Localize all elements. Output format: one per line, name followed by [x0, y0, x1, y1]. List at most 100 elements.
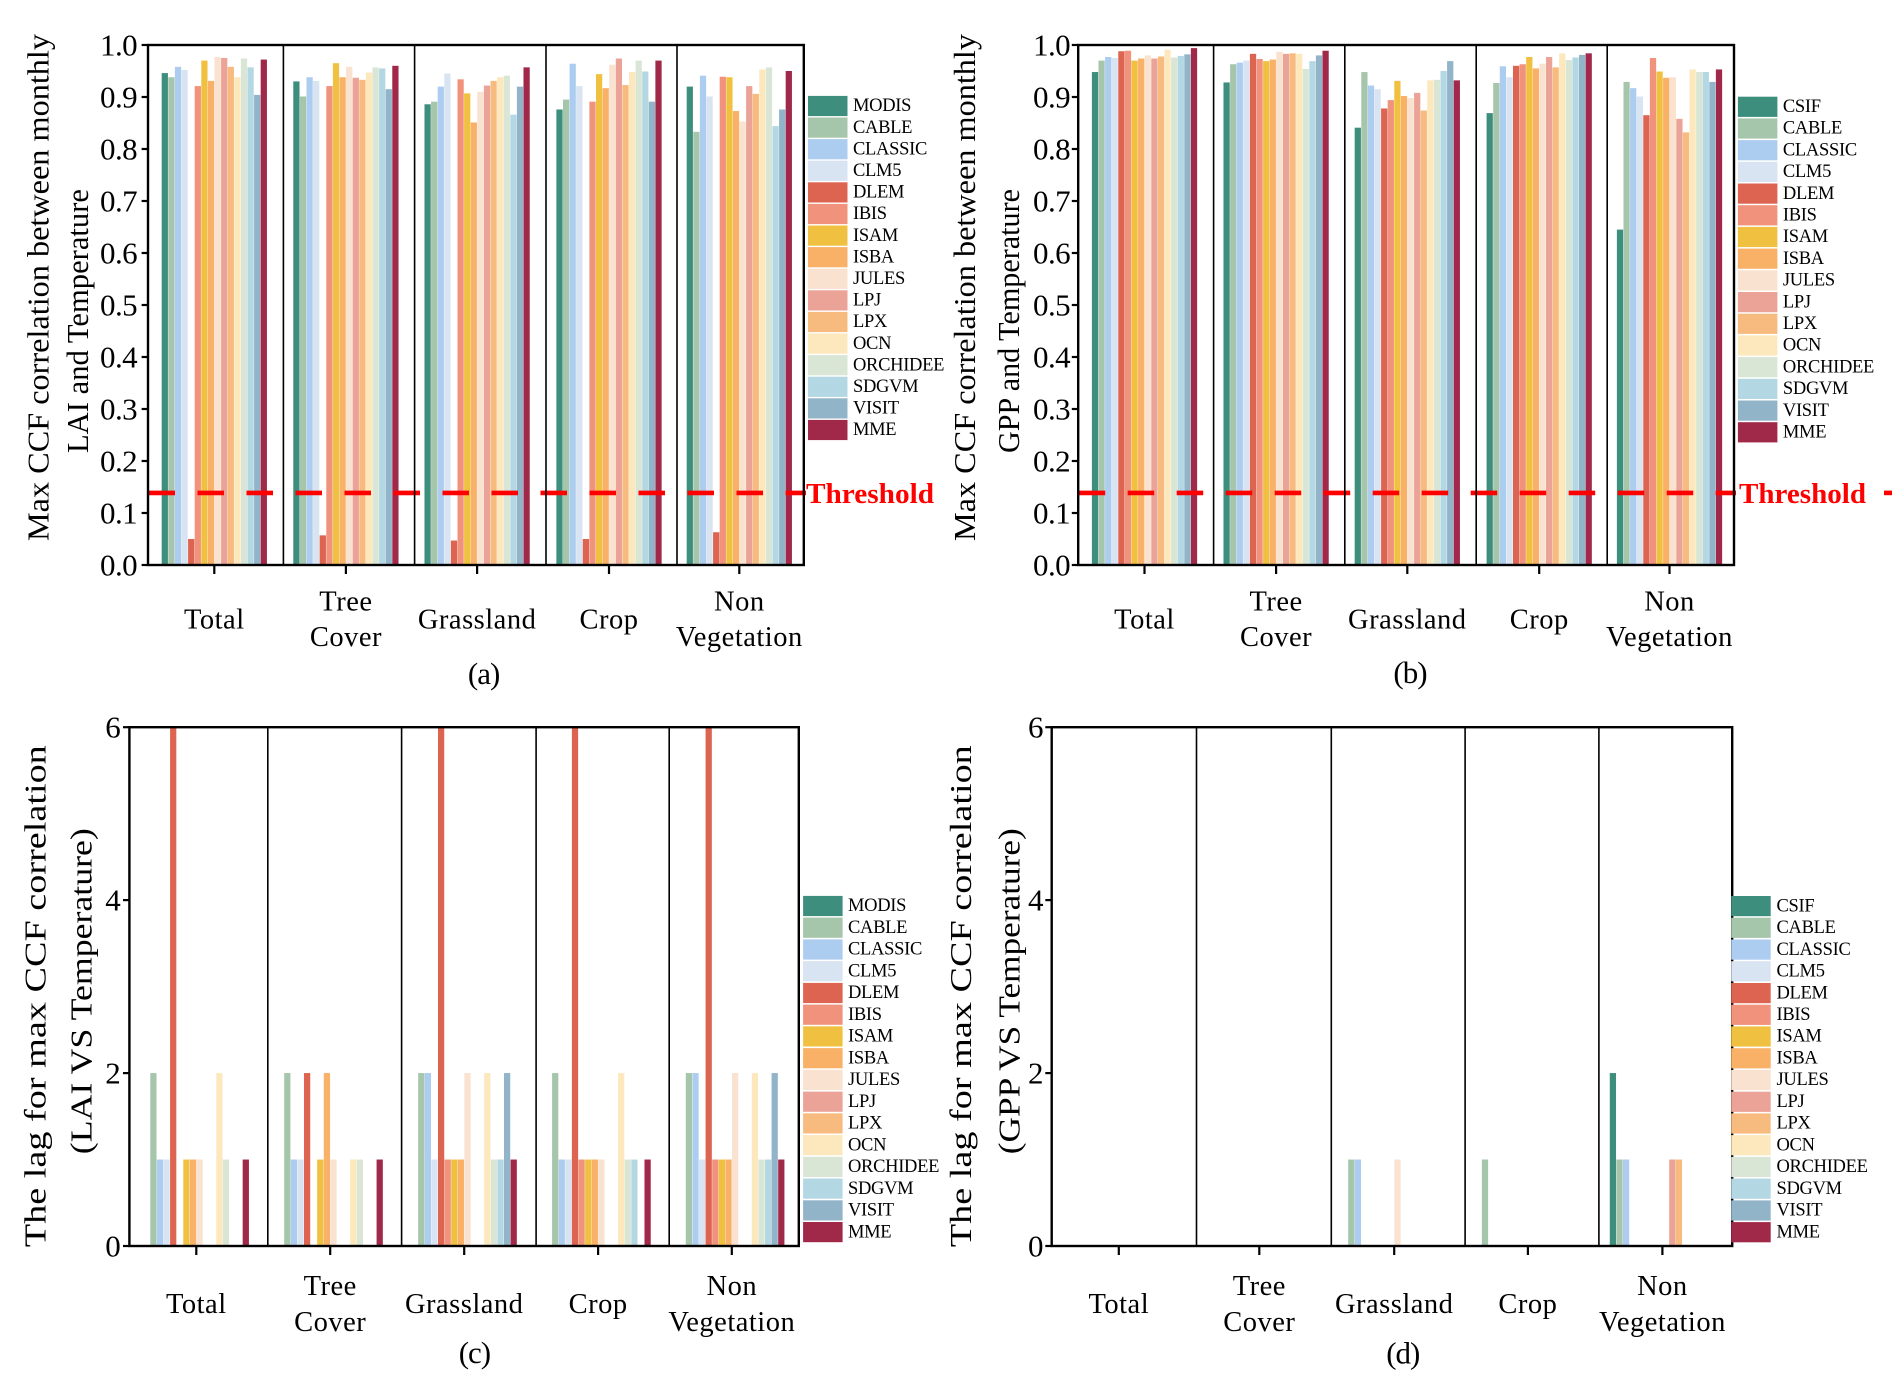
- svg-text:Crop: Crop: [580, 605, 639, 636]
- svg-text:Total: Total: [1114, 605, 1175, 636]
- svg-text:0.0: 0.0: [100, 548, 137, 583]
- svg-text:ISBA: ISBA: [1783, 249, 1825, 269]
- svg-text:(c): (c): [459, 1335, 490, 1370]
- svg-text:Tree: Tree: [1249, 587, 1302, 618]
- svg-text:LPJ: LPJ: [1777, 1092, 1805, 1112]
- svg-text:CSIF: CSIF: [1777, 896, 1815, 916]
- svg-text:CLASSIC: CLASSIC: [853, 139, 927, 159]
- svg-text:CLM5: CLM5: [853, 161, 901, 181]
- svg-text:IBIS: IBIS: [1783, 206, 1817, 226]
- svg-text:DLEM: DLEM: [853, 183, 904, 203]
- svg-text:(d): (d): [1386, 1335, 1419, 1370]
- svg-text:Total: Total: [184, 605, 245, 636]
- svg-text:ISBA: ISBA: [848, 1048, 890, 1068]
- svg-text:Grassland: Grassland: [405, 1289, 523, 1320]
- svg-text:ISBA: ISBA: [853, 247, 895, 267]
- svg-text:Cover: Cover: [310, 622, 382, 653]
- svg-text:Tree: Tree: [304, 1271, 357, 1302]
- svg-text:DLEM: DLEM: [1783, 184, 1834, 204]
- svg-text:ISAM: ISAM: [848, 1027, 893, 1047]
- svg-text:ISAM: ISAM: [1783, 227, 1828, 247]
- svg-text:ISAM: ISAM: [853, 226, 898, 246]
- svg-text:ORCHIDEE: ORCHIDEE: [1777, 1157, 1868, 1177]
- svg-text:SDGVM: SDGVM: [1783, 379, 1848, 399]
- svg-text:VISIT: VISIT: [853, 399, 899, 419]
- svg-text:LPX: LPX: [1783, 314, 1818, 334]
- svg-text:OCN: OCN: [848, 1135, 886, 1155]
- svg-text:LAI and Temperature: LAI and Temperature: [60, 189, 95, 453]
- svg-text:JULES: JULES: [1777, 1070, 1829, 1090]
- svg-text:IBIS: IBIS: [853, 204, 887, 224]
- svg-text:LPJ: LPJ: [1783, 292, 1811, 312]
- svg-text:CLM5: CLM5: [1777, 962, 1825, 982]
- svg-text:IBIS: IBIS: [1777, 1005, 1811, 1025]
- svg-text:CABLE: CABLE: [848, 918, 907, 938]
- svg-text:4: 4: [1028, 883, 1044, 918]
- svg-text:0.3: 0.3: [100, 392, 137, 427]
- svg-text:OCN: OCN: [1777, 1135, 1815, 1155]
- svg-text:0.8: 0.8: [100, 132, 137, 167]
- svg-text:(LAI VS Temperature): (LAI VS Temperature): [64, 828, 99, 1154]
- svg-text:ORCHIDEE: ORCHIDEE: [853, 355, 944, 375]
- svg-text:0.2: 0.2: [1033, 444, 1070, 479]
- svg-text:Vegetation: Vegetation: [1599, 1307, 1726, 1338]
- svg-text:VISIT: VISIT: [1783, 401, 1829, 421]
- svg-text:0.2: 0.2: [100, 444, 137, 479]
- svg-text:Vegetation: Vegetation: [676, 622, 803, 653]
- svg-text:Grassland: Grassland: [418, 605, 536, 636]
- svg-text:0.8: 0.8: [1033, 132, 1070, 167]
- svg-text:Non: Non: [1644, 587, 1695, 618]
- svg-text:ISBA: ISBA: [1777, 1049, 1819, 1069]
- svg-text:CLM5: CLM5: [848, 961, 896, 981]
- svg-text:1.0: 1.0: [100, 28, 137, 63]
- svg-text:DLEM: DLEM: [1777, 983, 1828, 1003]
- svg-text:Threshold: Threshold: [806, 478, 934, 510]
- svg-text:MME: MME: [848, 1222, 891, 1242]
- svg-text:0: 0: [105, 1229, 121, 1264]
- svg-text:MME: MME: [1777, 1222, 1820, 1242]
- svg-text:Crop: Crop: [569, 1289, 628, 1320]
- svg-text:Grassland: Grassland: [1335, 1289, 1453, 1320]
- svg-text:CABLE: CABLE: [1783, 119, 1842, 139]
- svg-text:0.5: 0.5: [100, 288, 137, 323]
- svg-text:Total: Total: [1088, 1289, 1149, 1320]
- svg-text:OCN: OCN: [853, 334, 891, 354]
- svg-text:LPX: LPX: [1777, 1114, 1812, 1134]
- svg-text:(b): (b): [1393, 655, 1426, 690]
- svg-text:SDGVM: SDGVM: [1777, 1179, 1842, 1199]
- svg-text:(GPP VS Temperature): (GPP VS Temperature): [992, 828, 1027, 1154]
- svg-text:0.1: 0.1: [100, 496, 137, 531]
- svg-text:CLASSIC: CLASSIC: [1783, 140, 1857, 160]
- svg-text:Cover: Cover: [1240, 622, 1312, 653]
- svg-text:IBIS: IBIS: [848, 1005, 882, 1025]
- svg-text:6: 6: [105, 710, 121, 745]
- svg-text:MME: MME: [1783, 423, 1826, 443]
- svg-text:LPJ: LPJ: [853, 291, 881, 311]
- svg-text:Cover: Cover: [294, 1307, 366, 1338]
- svg-text:CABLE: CABLE: [853, 118, 912, 138]
- svg-text:ORCHIDEE: ORCHIDEE: [848, 1157, 939, 1177]
- svg-text:0.4: 0.4: [100, 340, 138, 375]
- svg-text:SDGVM: SDGVM: [848, 1179, 913, 1199]
- svg-text:0.6: 0.6: [1033, 236, 1070, 271]
- svg-text:Non: Non: [707, 1271, 758, 1302]
- svg-text:0.3: 0.3: [1033, 392, 1070, 427]
- svg-text:VISIT: VISIT: [848, 1201, 894, 1221]
- svg-text:Non: Non: [714, 587, 765, 618]
- svg-text:LPX: LPX: [848, 1114, 883, 1134]
- svg-text:CSIF: CSIF: [1783, 97, 1821, 117]
- svg-text:Crop: Crop: [1510, 605, 1569, 636]
- svg-text:GPP and Temperature: GPP and Temperature: [991, 189, 1026, 453]
- svg-text:(a): (a): [468, 656, 499, 691]
- svg-text:Cover: Cover: [1223, 1307, 1295, 1338]
- svg-text:2: 2: [105, 1056, 121, 1091]
- svg-text:0.4: 0.4: [1033, 340, 1071, 375]
- svg-text:Tree: Tree: [1233, 1271, 1286, 1302]
- svg-text:2: 2: [1028, 1056, 1044, 1091]
- svg-text:Non: Non: [1637, 1271, 1688, 1302]
- svg-text:1.0: 1.0: [1033, 28, 1070, 63]
- svg-text:DLEM: DLEM: [848, 983, 899, 1003]
- svg-text:Tree: Tree: [319, 587, 372, 618]
- svg-text:Vegetation: Vegetation: [1606, 622, 1733, 653]
- svg-text:JULES: JULES: [853, 269, 905, 289]
